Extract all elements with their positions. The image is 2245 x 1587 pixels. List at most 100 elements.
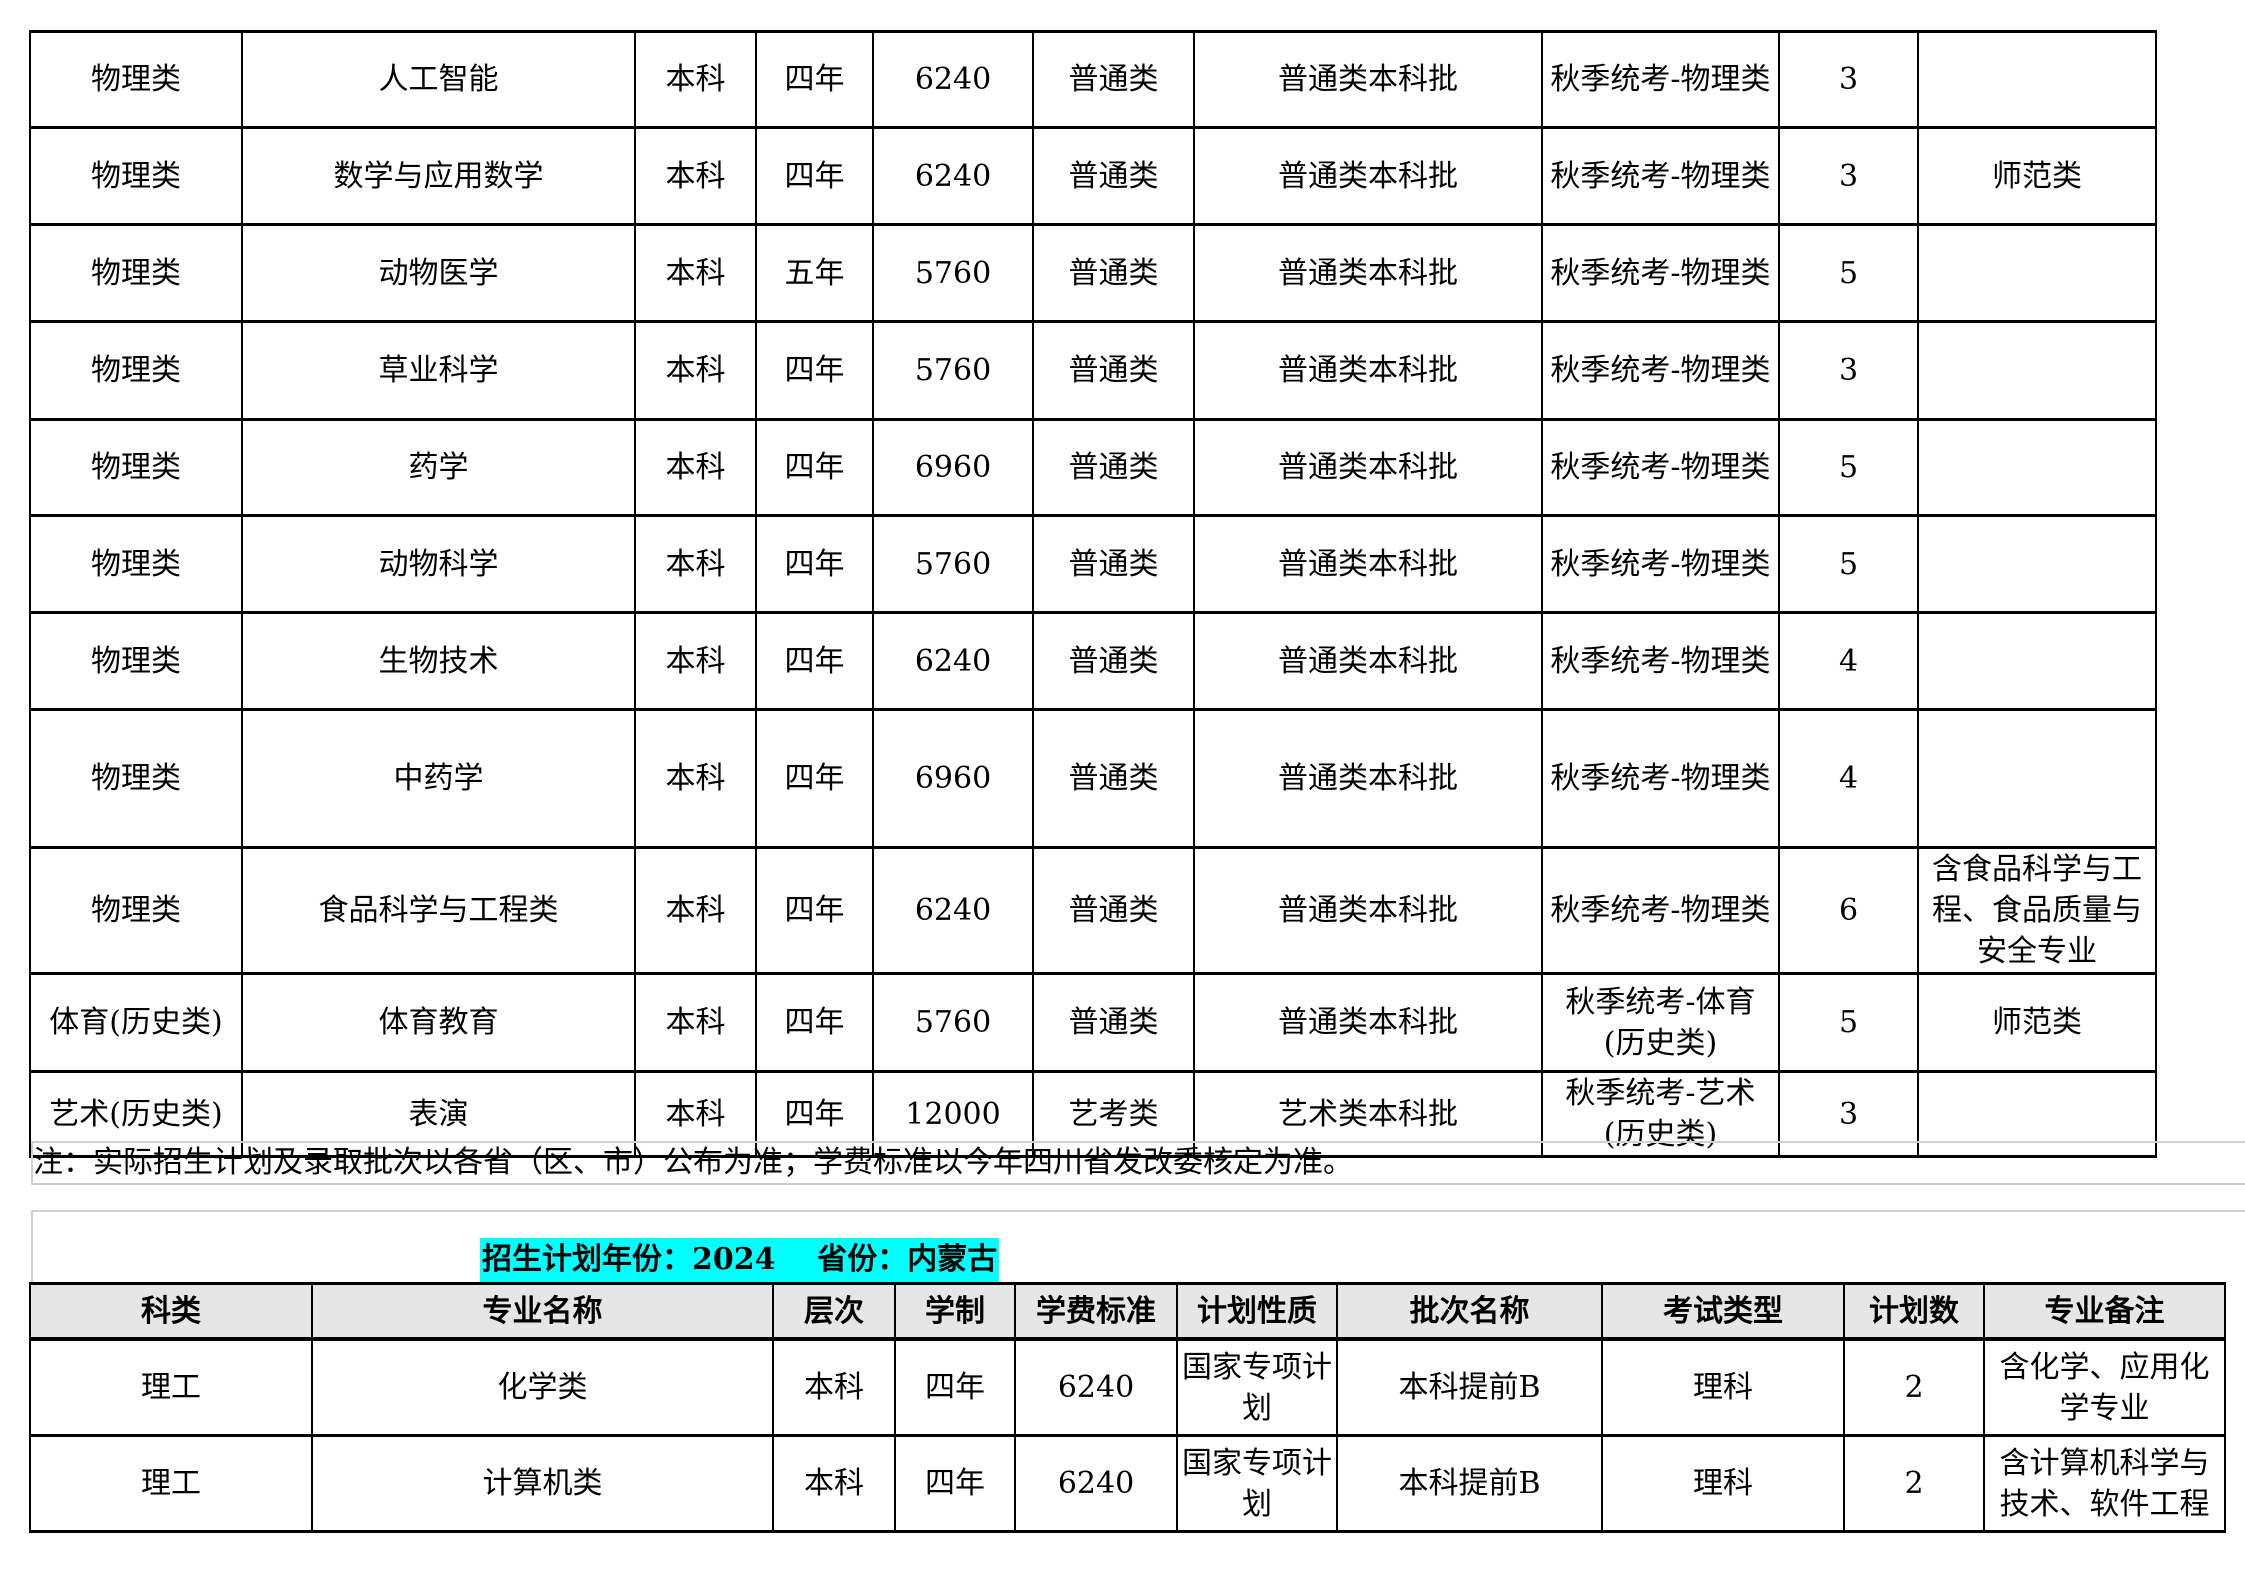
cell-plan-type: 国家专项计划: [1176, 1435, 1337, 1533]
table-row: 物理类 食品科学与工程类 本科 四年 6240 普通类 普通类本科批 秋季统考-物理类 6 含食品…: [29, 846, 2157, 975]
cell-exam-type: 理科: [1601, 1435, 1844, 1533]
header-duration: 学制: [894, 1282, 1015, 1341]
cell-batch-name: 普通类本科批: [1193, 514, 1543, 614]
cell-subject-category: 物理类: [29, 320, 243, 421]
cell-exam-type: 秋季统考-物理类: [1541, 320, 1780, 421]
cell-subject-category: 物理类: [29, 223, 243, 323]
cell-subject-category: 艺术(历史类): [29, 1070, 243, 1158]
cell-tuition: 6240: [872, 846, 1034, 975]
cell-tuition: 5760: [872, 223, 1034, 323]
cell-remarks: 师范类: [1917, 972, 2157, 1073]
cell-plan-type: 普通类: [1032, 223, 1195, 323]
header-batch-name: 批次名称: [1336, 1282, 1602, 1341]
cell-subject-category: 物理类: [29, 30, 243, 129]
table-row: 理工 计算机类 本科 四年 6240 国家专项计划 本科提前B 理科 2 含计算机科学与技术、软件…: [29, 1435, 2226, 1533]
cell-remarks: 含计算机科学与技术、软件工程: [1983, 1435, 2226, 1533]
cell-level: 本科: [772, 1435, 895, 1533]
cell-major-name: 化学类: [311, 1339, 773, 1437]
cell-batch-name: 本科提前B: [1336, 1339, 1602, 1437]
cell-subject-category: 物理类: [29, 126, 243, 226]
cell-batch-name: 普通类本科批: [1193, 418, 1543, 517]
cell-major-name: 生物技术: [241, 611, 636, 711]
admission-table-continued: 物理类 人工智能 本科 四年 6240 普通类 普通类本科批 秋季统考-物理类 3 物理类 数学与应…: [29, 30, 2157, 1158]
cell-plan-type: 国家专项计划: [1176, 1339, 1337, 1437]
cell-remarks: [1917, 418, 2157, 517]
cell-plan-count: 2: [1843, 1435, 1984, 1533]
cell-major-name: 动物医学: [241, 223, 636, 323]
cell-duration: 四年: [755, 514, 874, 614]
cell-plan-type: 普通类: [1032, 972, 1195, 1073]
cell-remarks: [1917, 223, 2157, 323]
cell-subject-category: 物理类: [29, 418, 243, 517]
cell-major-name: 食品科学与工程类: [241, 846, 636, 975]
cell-tuition: 6240: [872, 30, 1034, 129]
cell-level: 本科: [772, 1339, 895, 1437]
cell-tuition: 6240: [872, 611, 1034, 711]
cell-exam-type: 秋季统考-体育(历史类): [1541, 972, 1780, 1073]
cell-tuition: 5760: [872, 972, 1034, 1073]
cell-duration: 四年: [755, 30, 874, 129]
cell-plan-count: 3: [1778, 320, 1919, 421]
cell-exam-type: 秋季统考-物理类: [1541, 30, 1780, 129]
cell-tuition: 5760: [872, 514, 1034, 614]
cell-plan-type: 普通类: [1032, 514, 1195, 614]
cell-duration: 四年: [755, 126, 874, 226]
cell-subject-category: 物理类: [29, 611, 243, 711]
header-plan-type: 计划性质: [1176, 1282, 1337, 1341]
cell-remarks: 含化学、应用化学专业: [1983, 1339, 2226, 1437]
cell-batch-name: 普通类本科批: [1193, 126, 1543, 226]
table-row: 理工 化学类 本科 四年 6240 国家专项计划 本科提前B 理科 2 含化学、应用化学专业: [29, 1339, 2226, 1437]
header-tuition: 学费标准: [1014, 1282, 1177, 1341]
inner-mongolia-plan-table: 科类 专业名称 层次 学制 学费标准 计划性质 批次名称 考试类型 计划数 专业备注 理工 化学类本…: [29, 1282, 2226, 1533]
cell-remarks: [1917, 1070, 2157, 1158]
cell-duration: 四年: [894, 1435, 1015, 1533]
cell-subject-category: 理工: [29, 1435, 312, 1533]
cell-exam-type: 秋季统考-物理类: [1541, 418, 1780, 517]
cell-level: 本科: [634, 514, 757, 614]
cell-remarks: [1917, 611, 2157, 711]
cell-duration: 五年: [755, 223, 874, 323]
cell-plan-type: 普通类: [1032, 611, 1195, 711]
cell-plan-type: 普通类: [1032, 708, 1195, 849]
cell-tuition: 6240: [1014, 1339, 1177, 1437]
cell-plan-count: 3: [1778, 30, 1919, 129]
cell-subject-category: 理工: [29, 1339, 312, 1437]
cell-batch-name: 普通类本科批: [1193, 30, 1543, 129]
cell-plan-type: 普通类: [1032, 320, 1195, 421]
cell-plan-count: 5: [1778, 972, 1919, 1073]
cell-plan-type: 艺考类: [1032, 1070, 1195, 1158]
cell-subject-category: 物理类: [29, 708, 243, 849]
cell-plan-count: 3: [1778, 1070, 1919, 1158]
cell-exam-type: 理科: [1601, 1339, 1844, 1437]
table-row: 艺术(历史类) 表演 本科 四年 12000 艺考类 艺术类本科批 秋季统考-艺术(历史类) 3: [29, 1070, 2157, 1158]
cell-batch-name: 普通类本科批: [1193, 846, 1543, 975]
cell-remarks: [1917, 514, 2157, 614]
cell-exam-type: 秋季统考-艺术(历史类): [1541, 1070, 1780, 1158]
table-row: 物理类 药学 本科 四年 6960 普通类 普通类本科批 秋季统考-物理类 5: [29, 418, 2157, 517]
cell-major-name: 人工智能: [241, 30, 636, 129]
section-header-box: [31, 1210, 2245, 1284]
cell-duration: 四年: [755, 611, 874, 711]
cell-exam-type: 秋季统考-物理类: [1541, 611, 1780, 711]
table-row: 体育(历史类) 体育教育 本科 四年 5760 普通类 普通类本科批 秋季统考-体育(历史类)…: [29, 972, 2157, 1073]
cell-level: 本科: [634, 223, 757, 323]
cell-duration: 四年: [755, 708, 874, 849]
cell-remarks: 师范类: [1917, 126, 2157, 226]
cell-batch-name: 艺术类本科批: [1193, 1070, 1543, 1158]
cell-plan-type: 普通类: [1032, 846, 1195, 975]
cell-exam-type: 秋季统考-物理类: [1541, 708, 1780, 849]
cell-batch-name: 本科提前B: [1336, 1435, 1602, 1533]
cell-plan-count: 3: [1778, 126, 1919, 226]
cell-major-name: 药学: [241, 418, 636, 517]
cell-exam-type: 秋季统考-物理类: [1541, 846, 1780, 975]
cell-plan-type: 普通类: [1032, 30, 1195, 129]
cell-remarks: [1917, 30, 2157, 129]
cell-level: 本科: [634, 708, 757, 849]
table-row: 物理类 动物科学 本科 四年 5760 普通类 普通类本科批 秋季统考-物理类 5: [29, 514, 2157, 614]
cell-batch-name: 普通类本科批: [1193, 708, 1543, 849]
header-plan-count: 计划数: [1843, 1282, 1984, 1341]
cell-major-name: 草业科学: [241, 320, 636, 421]
cell-plan-count: 2: [1843, 1339, 1984, 1437]
cell-plan-count: 6: [1778, 846, 1919, 975]
cell-major-name: 体育教育: [241, 972, 636, 1073]
